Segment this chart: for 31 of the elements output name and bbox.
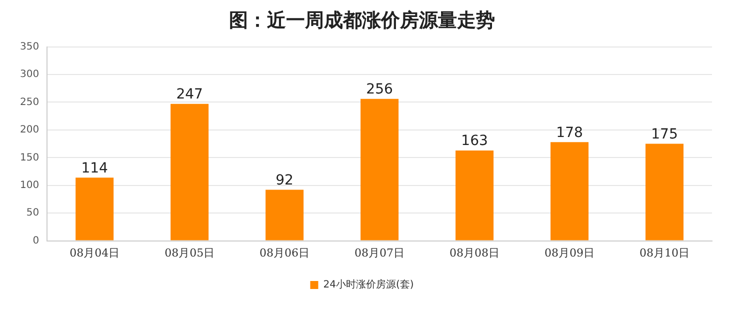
y-tick-label: 200: [20, 124, 40, 136]
bar: [360, 98, 399, 240]
data-label: 178: [556, 124, 583, 141]
bar: [646, 144, 684, 240]
x-tick-label: 08月05日: [164, 246, 215, 260]
bar: [170, 104, 209, 240]
bar: [550, 142, 589, 240]
y-tick-label: 0: [32, 235, 40, 246]
x-tick-label: 08月06日: [260, 246, 310, 260]
y-tick-label: 250: [20, 96, 40, 108]
x-tick-label: 08月09日: [544, 246, 595, 260]
x-tick-label: 08月10日: [640, 246, 690, 260]
data-label: 175: [651, 126, 678, 142]
y-tick-label: 50: [26, 208, 40, 219]
y-tick-label: 350: [20, 41, 40, 52]
data-label: 256: [366, 82, 393, 98]
data-label: 92: [276, 172, 294, 188]
legend-label: 24小时涨价房源(套): [323, 278, 414, 291]
x-tick-label: 08月08日: [450, 246, 500, 260]
x-tick-label: 08月04日: [70, 246, 120, 260]
y-tick-label: 150: [20, 152, 40, 164]
y-tick-label: 300: [20, 69, 40, 80]
bar: [456, 150, 494, 240]
data-label: 114: [81, 160, 108, 176]
y-tick-label: 100: [20, 180, 40, 191]
bar: [76, 178, 114, 240]
chart-title: 图：近一周成都涨价房源量走势: [229, 9, 495, 32]
bar: [266, 190, 304, 240]
x-tick-label: 08月07日: [354, 246, 405, 260]
data-label: 247: [176, 86, 203, 103]
data-label: 163: [461, 133, 488, 150]
